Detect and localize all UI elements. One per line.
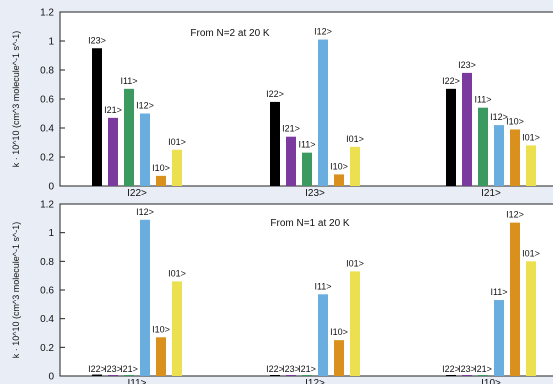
bar-1-2-6	[350, 146, 360, 186]
bar-2-3-1	[446, 375, 456, 376]
bar-1-1-2	[108, 117, 118, 186]
bar-state-label: I23>	[88, 35, 106, 45]
y-tick-label: 0.8	[40, 257, 54, 268]
bar-1-1-6	[172, 149, 182, 186]
bar-1-2-4	[318, 39, 328, 186]
y-tick-label: 0	[48, 372, 54, 383]
bar-1-3-3	[478, 107, 488, 186]
bar-state-label: I12>	[314, 27, 332, 37]
bar-state-label: I01>	[168, 137, 186, 147]
bar-state-label: I23>	[282, 364, 300, 374]
bar-2-2-3	[302, 375, 312, 376]
bar-state-label: I12>	[136, 101, 154, 111]
bar-1-1-4	[140, 113, 150, 186]
bar-state-label: I01>	[168, 268, 186, 278]
group-label: I12>	[305, 378, 325, 384]
bar-state-label: I23>	[458, 364, 476, 374]
y-tick-label: 1.2	[40, 200, 54, 211]
bar-1-2-5	[334, 174, 344, 186]
bar-state-label: I12>	[490, 112, 508, 122]
y-tick-label: 0.2	[40, 343, 54, 354]
group-label: I21>	[481, 188, 501, 199]
bar-1-3-5	[510, 129, 520, 186]
bar-state-label: I01>	[346, 134, 364, 144]
bar-state-label: I10>	[152, 163, 170, 173]
bar-state-label: I10>	[330, 327, 348, 337]
bar-2-2-2	[286, 375, 296, 376]
y-tick-label: 0.6	[40, 286, 54, 297]
panel-title: From N=1 at 20 K	[270, 218, 350, 229]
bar-state-label: I11>	[314, 281, 331, 291]
bar-2-1-6	[172, 281, 182, 376]
bar-state-label: I21>	[104, 105, 122, 115]
bar-2-1-1	[92, 374, 102, 376]
bar-state-label: I01>	[522, 132, 540, 142]
bar-state-label: I23>	[104, 364, 122, 374]
bar-2-1-3	[124, 375, 134, 376]
bar-state-label: I21>	[298, 364, 316, 374]
bar-state-label: I10>	[330, 161, 348, 171]
bar-1-2-1	[270, 101, 280, 186]
bar-1-2-3	[302, 152, 312, 186]
group-label: I10>	[481, 378, 501, 384]
bar-state-label: I22>	[266, 89, 284, 99]
y-tick-label: 0.6	[40, 95, 54, 106]
bar-state-label: I10>	[152, 324, 170, 334]
bar-state-label: I01>	[346, 258, 364, 268]
bar-1-3-2	[462, 72, 472, 186]
bar-1-2-2	[286, 136, 296, 186]
y-tick-label: 0.4	[40, 124, 54, 135]
group-label: I23>	[305, 188, 325, 199]
bar-2-2-4	[318, 294, 328, 376]
bar-1-3-6	[526, 145, 536, 186]
y-tick-label: 0.8	[40, 66, 54, 77]
bar-state-label: I11>	[298, 140, 315, 150]
bar-state-label: I11>	[120, 76, 137, 86]
bar-state-label: I22>	[442, 364, 460, 374]
bar-state-label: I22>	[88, 364, 106, 374]
plot-area-2	[59, 203, 553, 377]
bar-state-label: I23>	[458, 60, 476, 70]
bar-2-2-6	[350, 271, 360, 376]
bar-state-label: I11>	[474, 95, 491, 105]
bar-2-1-4	[140, 219, 150, 376]
panel-title: From N=2 at 20 K	[190, 28, 270, 39]
y-tick-label: 1.2	[40, 8, 54, 19]
bar-1-3-1	[446, 88, 456, 186]
group-label: I22>	[127, 188, 147, 199]
y-tick-label: 0.4	[40, 314, 54, 325]
y-tick-label: 1	[48, 37, 54, 48]
y-axis-label: k · 10^10 (cm^3 molecule^-1 s^-1)	[11, 31, 21, 167]
bar-2-3-3	[478, 375, 488, 376]
y-tick-label: 0.2	[40, 153, 54, 164]
y-axis-label: k · 10^10 (cm^3 molecule^-1 s^-1)	[11, 222, 21, 358]
bar-state-label: I21>	[282, 124, 300, 134]
bar-state-label: I10>	[506, 116, 524, 126]
bar-state-label: I21>	[120, 364, 138, 374]
bar-state-label: I21>	[474, 364, 492, 374]
bar-state-label: I11>	[490, 287, 507, 297]
bar-2-2-5	[334, 340, 344, 376]
bar-state-label: I22>	[442, 76, 460, 86]
bar-2-3-4	[494, 300, 504, 376]
bar-2-1-5	[156, 337, 166, 376]
bar-1-1-3	[124, 88, 134, 186]
bar-1-3-4	[494, 125, 504, 186]
group-label: I11>	[128, 378, 147, 384]
bar-2-3-5	[510, 222, 520, 376]
y-tick-label: 1	[48, 228, 54, 239]
bar-state-label: I22>	[266, 364, 284, 374]
bar-2-3-6	[526, 261, 536, 376]
bar-2-2-1	[270, 375, 280, 376]
bar-state-label: I12>	[506, 210, 524, 220]
bar-2-1-2	[108, 375, 118, 376]
y-tick-label: 0	[48, 182, 54, 193]
bar-1-1-5	[156, 175, 166, 186]
bar-state-label: I12>	[136, 207, 154, 217]
bar-state-label: I01>	[522, 248, 540, 258]
bar-2-3-2	[462, 375, 472, 376]
bar-1-1-1	[92, 48, 102, 186]
